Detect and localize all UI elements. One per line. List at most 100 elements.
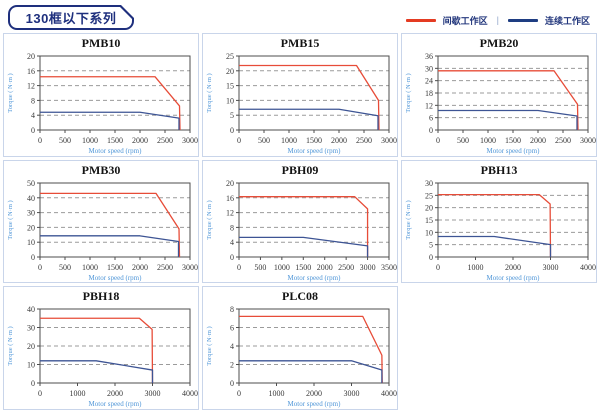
svg-text:40: 40 — [27, 305, 35, 314]
svg-text:0: 0 — [230, 253, 234, 262]
svg-text:20: 20 — [226, 67, 234, 76]
svg-text:Motor speed (rpm): Motor speed (rpm) — [89, 400, 143, 408]
svg-text:0: 0 — [31, 379, 35, 388]
svg-text:0: 0 — [436, 136, 440, 145]
chart-grid: PMB10 0 500 1000 1500 2000 2500 3000 0 4 8 12 16 20 M… — [0, 33, 600, 413]
svg-text:Torque ( N·m ): Torque ( N·m ) — [7, 200, 14, 239]
chart-card-pbh18: PBH18 0 1000 2000 3000 4000 0 10 20 30 40 Motor sp… — [3, 286, 199, 410]
svg-text:Torque ( N·m ): Torque ( N·m ) — [405, 73, 412, 112]
svg-text:Torque ( N·m ): Torque ( N·m ) — [7, 327, 14, 366]
svg-text:8: 8 — [230, 223, 234, 232]
empty-cell — [401, 286, 597, 410]
svg-text:40: 40 — [27, 193, 35, 202]
svg-text:1000: 1000 — [269, 389, 285, 398]
chart-card-pmb20: PMB20 0 500 1000 1500 2000 2500 3000 0 6 12 18 24 30… — [401, 33, 597, 157]
chart-title: PLC08 — [282, 289, 318, 304]
chart-canvas: 0 1000 2000 3000 4000 0 5 10 15 20 25 30 Motor speed… — [405, 179, 596, 282]
chart-title: PMB10 — [81, 36, 121, 50]
svg-text:5: 5 — [429, 240, 433, 249]
legend-label-intermittent: 间歇工作区 — [442, 15, 488, 26]
svg-text:500: 500 — [457, 136, 469, 145]
chart-plot: 0 500 1000 1500 2000 2500 3000 3500 0 4 8 12 16 20 Mot… — [203, 179, 397, 283]
svg-text:2500: 2500 — [338, 263, 354, 272]
svg-text:Motor speed (rpm): Motor speed (rpm) — [288, 147, 342, 155]
legend-separator: | — [496, 15, 499, 25]
svg-text:0: 0 — [38, 389, 42, 398]
chart-title: PBH13 — [480, 162, 518, 177]
svg-text:5: 5 — [230, 111, 234, 120]
svg-text:3000: 3000 — [580, 136, 596, 145]
svg-text:4000: 4000 — [381, 389, 397, 398]
svg-text:24: 24 — [425, 77, 433, 86]
legend-swatch-continuous-icon — [507, 18, 538, 22]
chart-card-pmb30: PMB30 0 500 1000 1500 2000 2500 3000 0 10 20 30 40 5… — [3, 159, 199, 284]
svg-text:0: 0 — [237, 389, 241, 398]
series-title-tag: 130框以下系列 — [8, 5, 134, 30]
svg-text:1000: 1000 — [281, 136, 297, 145]
svg-text:4: 4 — [230, 342, 234, 351]
svg-text:2500: 2500 — [157, 263, 173, 272]
svg-text:8: 8 — [230, 305, 234, 314]
svg-text:2000: 2000 — [505, 263, 521, 272]
svg-text:16: 16 — [27, 67, 35, 76]
chart-plot: 0 500 1000 1500 2000 2500 3000 0 5 10 15 20 25 Motor … — [203, 52, 397, 156]
svg-text:500: 500 — [258, 136, 270, 145]
svg-text:3500: 3500 — [381, 263, 397, 272]
legend: 间歇工作区 | 连续工作区 — [405, 13, 590, 27]
svg-text:Motor speed (rpm): Motor speed (rpm) — [89, 274, 143, 282]
svg-text:Motor speed (rpm): Motor speed (rpm) — [487, 147, 541, 155]
chart-canvas: 0 500 1000 1500 2000 2500 3000 0 6 12 18 24 30 36 Moto… — [405, 52, 596, 155]
chart-canvas: 0 500 1000 1500 2000 2500 3000 0 4 8 12 16 20 Motor s… — [7, 52, 198, 155]
svg-text:2000: 2000 — [317, 263, 333, 272]
svg-text:0: 0 — [230, 379, 234, 388]
svg-text:10: 10 — [27, 238, 35, 247]
svg-text:1000: 1000 — [70, 389, 86, 398]
svg-text:10: 10 — [226, 96, 234, 105]
chart-canvas: 0 1000 2000 3000 4000 0 2 4 6 8 Motor speed (rpm) T… — [206, 305, 397, 408]
svg-text:20: 20 — [226, 179, 234, 188]
svg-text:0: 0 — [237, 136, 241, 145]
legend-swatch-intermittent-icon — [405, 18, 436, 22]
svg-text:0: 0 — [436, 263, 440, 272]
chart-card-pbh09: PBH09 0 500 1000 1500 2000 2500 3000 3500 0 4 8 12 1… — [202, 159, 398, 284]
svg-text:2000: 2000 — [331, 136, 347, 145]
svg-text:2000: 2000 — [107, 389, 123, 398]
svg-text:Torque ( N·m ): Torque ( N·m ) — [405, 200, 412, 239]
chart-canvas: 0 500 1000 1500 2000 2500 3000 0 5 10 15 20 25 Motor … — [206, 52, 397, 155]
svg-text:15: 15 — [425, 216, 433, 225]
chart-plot: 0 500 1000 1500 2000 2500 3000 0 4 8 12 16 20 Motor s… — [4, 52, 198, 156]
svg-text:2000: 2000 — [530, 136, 546, 145]
svg-text:50: 50 — [27, 179, 35, 188]
svg-text:2: 2 — [230, 361, 234, 370]
svg-text:Torque ( N·m ): Torque ( N·m ) — [206, 73, 213, 112]
svg-text:4000: 4000 — [580, 263, 596, 272]
svg-text:2500: 2500 — [157, 136, 173, 145]
chart-canvas: 0 500 1000 1500 2000 2500 3000 3500 0 4 8 12 16 20 Mot… — [206, 179, 397, 282]
legend-label-continuous: 连续工作区 — [544, 15, 590, 26]
svg-text:20: 20 — [425, 203, 433, 212]
svg-text:0: 0 — [429, 253, 433, 262]
svg-text:2500: 2500 — [356, 136, 372, 145]
svg-text:2500: 2500 — [555, 136, 571, 145]
chart-title: PBH18 — [82, 289, 120, 304]
svg-text:25: 25 — [425, 191, 433, 200]
svg-text:3000: 3000 — [360, 263, 376, 272]
svg-text:25: 25 — [226, 52, 234, 61]
svg-text:12: 12 — [425, 101, 433, 110]
svg-text:10: 10 — [27, 361, 35, 370]
svg-text:Torque ( N·m ): Torque ( N·m ) — [206, 327, 213, 366]
svg-text:30: 30 — [425, 64, 433, 73]
chart-plot: 0 1000 2000 3000 4000 0 10 20 30 40 Motor speed (r… — [4, 305, 198, 409]
svg-text:3000: 3000 — [182, 263, 198, 272]
svg-text:1500: 1500 — [295, 263, 311, 272]
chart-title: PMB15 — [280, 36, 320, 50]
svg-text:6: 6 — [429, 114, 433, 123]
chart-card-pmb15: PMB15 0 500 1000 1500 2000 2500 3000 0 5 10 15 20 25… — [202, 33, 398, 157]
svg-text:18: 18 — [425, 89, 433, 98]
svg-text:1000: 1000 — [82, 263, 98, 272]
svg-text:1500: 1500 — [107, 263, 123, 272]
svg-text:Motor speed (rpm): Motor speed (rpm) — [288, 400, 342, 408]
svg-text:16: 16 — [226, 193, 234, 202]
svg-text:12: 12 — [27, 82, 35, 91]
svg-text:2000: 2000 — [306, 389, 322, 398]
